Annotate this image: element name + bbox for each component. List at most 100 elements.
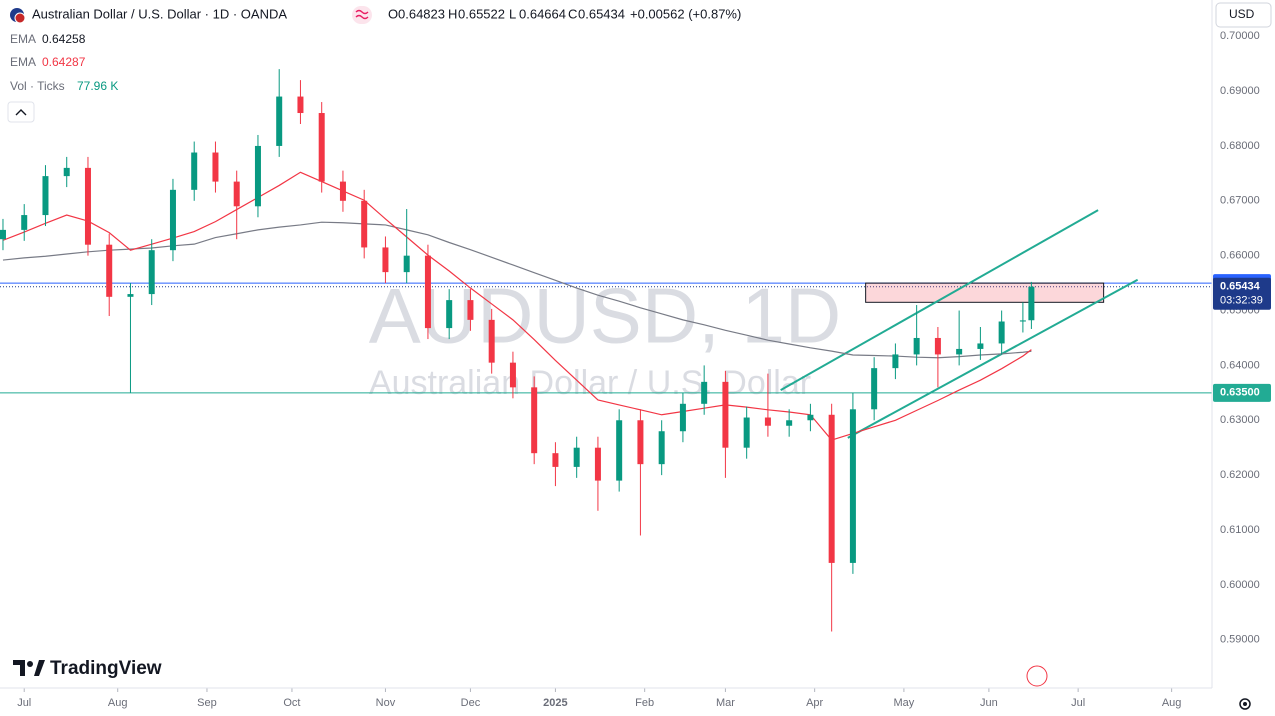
logo-icon [27,661,33,667]
level-label-box [1213,383,1271,402]
watermark: AUDUSD, 1D Australian Dollar / U.S. Doll… [369,272,841,402]
candle-body [297,96,304,114]
candle-body [743,417,750,448]
x-tick-label: Mar [716,697,735,709]
legend-name: EMA [10,55,36,69]
candle-body [318,113,325,182]
y-tick-label: 0.60000 [1220,579,1260,591]
x-tick-label: Apr [806,697,823,709]
candle-body [127,294,134,297]
candle-body [913,337,920,355]
candle-body [84,167,91,245]
candle-body [977,343,984,349]
candle-body [679,403,686,432]
ohlc-label: C [568,6,577,21]
logo-icon [34,660,45,676]
candle-body [701,381,708,404]
ohlc-value: 0.64823 [398,6,445,21]
y-tick-label: 0.69000 [1220,85,1260,97]
candle-body [509,362,516,388]
y-tick-label: 0.61000 [1220,524,1260,536]
y-tick-label: 0.62000 [1220,469,1260,481]
candle-body [616,420,623,481]
candle-body [233,181,240,207]
x-tick-label: 2025 [543,697,567,709]
x-tick-label: Feb [635,697,654,709]
candle-body [276,96,283,146]
candle-body [1028,286,1035,321]
logo-icon [13,660,25,676]
ema-line [2,221,1032,359]
candle-body [786,420,793,426]
candle-body [594,447,601,481]
y-tick-label: 0.64000 [1220,359,1260,371]
ohlc-label: H [448,6,457,21]
settings-icon[interactable] [1239,698,1251,710]
candle-body [339,181,346,201]
y-tick-label: 0.59000 [1220,634,1260,646]
indicator-icon[interactable] [352,6,372,24]
collapse-button[interactable] [7,101,35,123]
candle-body [446,300,453,329]
ema-line [2,171,1032,441]
x-tick-label: Jul [17,697,31,709]
range-box [865,282,1105,303]
last-price-box [1213,277,1271,310]
x-tick-label: Dec [461,697,481,709]
x-tick-label: Nov [376,697,396,709]
brand-logo: TradingView [50,658,162,679]
candle-body [807,414,814,421]
currency-button[interactable] [1215,2,1272,28]
candle-body [63,167,70,177]
y-tick-label: 0.67000 [1220,195,1260,207]
symbol-title: Australian Dollar / U.S. Dollar · 1D · O… [32,6,287,21]
price-change: +0.00562 (+0.87%) [630,6,741,21]
collapse-icon [15,109,27,116]
currency-label: USD [1229,7,1255,21]
ohlc-label: L [509,6,516,21]
candle-body [424,255,431,329]
candle-body [148,250,155,295]
candle-body [1019,320,1026,322]
ohlc-label: O [388,6,398,21]
candle-body [254,145,261,207]
flag-icon [14,12,26,24]
candle-body [169,189,176,251]
legend-name: Vol · Ticks [10,79,65,93]
candle-body [106,244,113,297]
trend-line [847,278,1139,439]
candle-body [637,420,644,465]
x-tick-label: Sep [197,697,217,709]
candle-body [531,387,538,454]
ohlc-value: 0.65434 [578,6,625,21]
legend-value: 0.64258 [42,32,86,46]
event-flag[interactable] [1026,665,1048,687]
candle-body [212,152,219,182]
candle-body [764,417,771,426]
candle-body [467,300,474,320]
level-label: 0.63500 [1220,387,1260,399]
legend-name: EMA [10,32,36,46]
watermark-symbol: AUDUSD, 1D [369,272,841,360]
x-tick-label: May [894,697,915,709]
candle-body [828,414,835,563]
x-tick-label: Aug [108,697,128,709]
candle-body [488,319,495,363]
candle-body [892,354,899,369]
ohlc-value: 0.65522 [458,6,505,21]
countdown-label: 03:32:39 [1220,295,1263,307]
candle-body [849,409,856,563]
y-tick-label: 0.63000 [1220,414,1260,426]
candle-body [0,229,6,240]
indicator-icon [355,9,369,20]
candle-body [722,381,729,448]
candle-body [998,321,1005,344]
watermark-name: Australian Dollar / U.S. Dollar [369,364,811,402]
settings-icon [1243,702,1247,706]
x-tick-label: Jul [1071,697,1085,709]
candle-body [42,176,49,216]
last-price-label: 0.65434 [1220,281,1261,293]
trend-line [780,209,1099,391]
